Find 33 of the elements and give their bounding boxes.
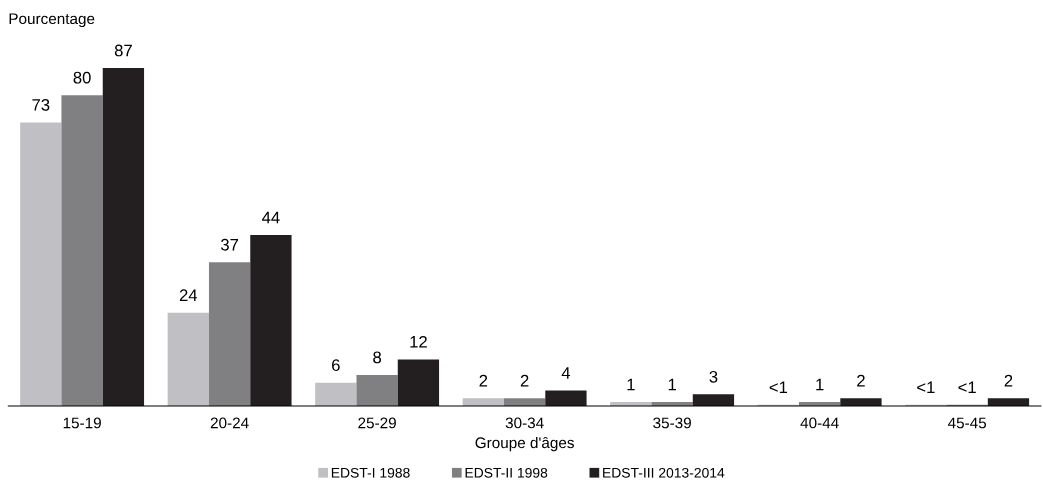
x-tick-label: 35-39 (653, 417, 691, 429)
data-label: 24 (179, 289, 198, 301)
x-axis-title: Groupe d'âges (475, 436, 574, 452)
x-tick-label: 15-19 (63, 417, 101, 429)
data-label: 1 (816, 378, 824, 391)
x-tick-label: 45-45 (947, 417, 987, 429)
data-label: 2 (857, 374, 865, 387)
data-label: 8 (373, 351, 382, 364)
data-label: 44 (262, 211, 280, 224)
data-label: <1 (917, 381, 935, 394)
x-tick-label: 20-24 (210, 417, 249, 429)
y-axis-title: Pourcentage (9, 13, 95, 28)
x-tick-label: 40-44 (800, 417, 839, 429)
data-label: 2 (479, 374, 488, 387)
legend-label: EDST-II 1998 (465, 467, 548, 478)
legend-label: EDST-I 1988 (331, 467, 410, 478)
data-label: 37 (220, 238, 239, 251)
x-tick-label: 30-34 (505, 417, 544, 429)
data-label: 2 (1004, 374, 1013, 387)
data-label: <1 (958, 381, 976, 394)
data-label: 2 (520, 374, 529, 387)
data-label: 73 (32, 98, 50, 111)
data-label: 4 (561, 367, 571, 379)
data-label: <1 (769, 381, 788, 394)
data-label: 1 (668, 378, 676, 391)
data-label: 80 (73, 71, 91, 84)
x-tick-label: 25-29 (358, 417, 396, 429)
data-label: 3 (709, 370, 718, 383)
data-label: 12 (410, 335, 427, 348)
legend-label: EDST-III 2013-2014 (603, 467, 725, 478)
data-label: 87 (114, 44, 132, 57)
data-label: 1 (627, 378, 635, 391)
data-label: 6 (332, 359, 340, 372)
